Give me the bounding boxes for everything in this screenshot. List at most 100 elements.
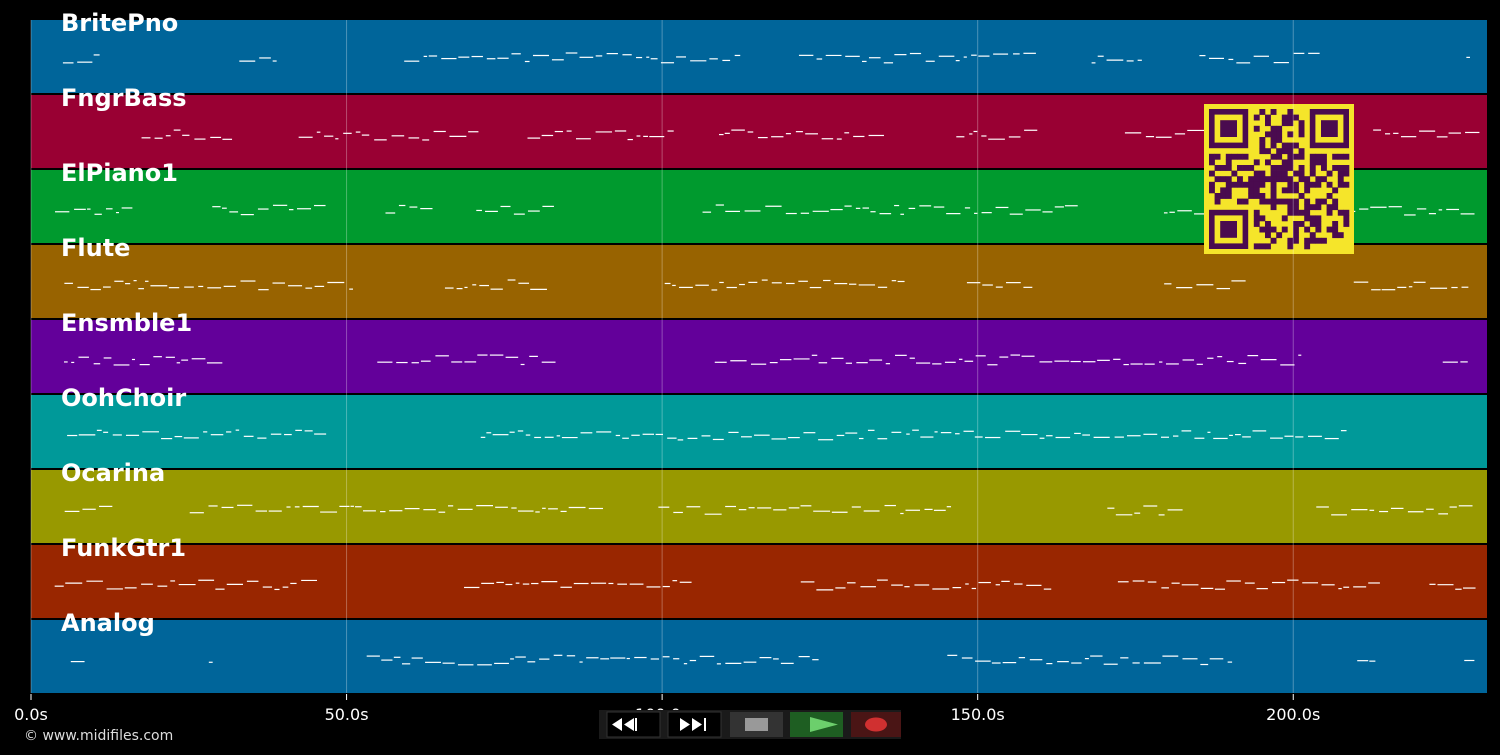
qr-module [1276, 153, 1283, 160]
qr-module [1281, 114, 1288, 121]
track-name: Flute [61, 234, 130, 262]
qr-module [1259, 243, 1266, 250]
qr-module [1237, 165, 1243, 171]
qr-module [1293, 198, 1299, 205]
qr-module [1332, 232, 1339, 239]
qr-module [1281, 142, 1288, 149]
qr-module [1315, 221, 1322, 227]
track-lane [31, 20, 1487, 93]
qr-module [1332, 204, 1339, 211]
qr-module [1287, 120, 1294, 127]
qr-module [1309, 165, 1316, 171]
qr-module [1309, 159, 1316, 166]
qr-module [1326, 204, 1333, 211]
note-decoration [141, 129, 1480, 141]
qr-module [1287, 176, 1294, 183]
note-decoration [54, 579, 1476, 591]
qr-module [1293, 187, 1299, 194]
qr-module [1287, 198, 1294, 205]
qr-module [1287, 243, 1294, 250]
qr-module [1259, 193, 1266, 199]
qr-module [1287, 187, 1294, 194]
qr-module [1209, 159, 1215, 166]
qr-module [1237, 181, 1243, 188]
note-decoration [64, 279, 1469, 291]
qr-module [1304, 187, 1311, 194]
qr-module [1270, 176, 1277, 183]
forward-button[interactable] [667, 711, 722, 738]
qr-finder [1321, 120, 1338, 137]
track-name: BritePno [61, 9, 178, 37]
qr-module [1270, 131, 1277, 138]
track-name: OohChoir [61, 384, 186, 412]
qr-module [1276, 170, 1283, 177]
qr-module [1270, 237, 1277, 244]
rewind-button[interactable] [606, 711, 661, 738]
tick-label: 150.0s [951, 705, 1005, 724]
qr-module [1326, 193, 1333, 199]
qr-module [1265, 226, 1271, 233]
qr-module [1242, 198, 1249, 205]
qr-module [1209, 181, 1215, 188]
qr-module [1237, 153, 1243, 160]
qr-module [1253, 193, 1260, 199]
qr-module [1248, 165, 1255, 171]
qr-module [1332, 153, 1339, 160]
qr-module [1270, 187, 1277, 194]
qr-module [1304, 198, 1311, 205]
qr-module [1337, 170, 1344, 177]
qr-module [1293, 142, 1299, 149]
track-name: Ocarina [61, 459, 165, 487]
record-button[interactable] [851, 712, 901, 737]
qr-module [1287, 142, 1294, 149]
qr-module [1276, 131, 1283, 138]
qr-module [1321, 198, 1327, 205]
footer-credit: © www.midifiles.com [24, 728, 173, 744]
qr-module [1309, 221, 1316, 227]
qr-module [1276, 232, 1283, 239]
qr-module [1270, 204, 1277, 211]
qr-finder [1220, 120, 1237, 137]
qr-module [1276, 125, 1283, 132]
qr-module [1253, 159, 1260, 166]
qr-module [1343, 165, 1350, 171]
qr-module [1270, 142, 1277, 149]
note-decoration [67, 429, 1347, 441]
qr-module [1259, 170, 1266, 177]
qr-module [1265, 148, 1271, 155]
track-area: BritePno FngrBass ElPiano1 Flute Ensmble1 Ooh… [31, 9, 1487, 693]
qr-module [1270, 198, 1277, 205]
qr-module [1225, 187, 1232, 194]
qr-module [1343, 221, 1350, 227]
qr-module [1293, 114, 1299, 121]
track-lane [31, 320, 1487, 393]
qr-module [1321, 165, 1327, 171]
qr-module [1326, 170, 1333, 177]
qr-module [1326, 209, 1333, 216]
qr-module [1259, 181, 1266, 188]
qr-module [1270, 170, 1277, 177]
track-name: Ensmble1 [61, 309, 192, 337]
qr-module [1321, 237, 1327, 244]
qr-module [1343, 153, 1350, 160]
tick-label: 200.0s [1266, 705, 1320, 724]
qr-module [1281, 187, 1288, 194]
qr-module [1293, 226, 1299, 233]
qr-module [1315, 198, 1322, 205]
qr-module [1287, 153, 1294, 160]
qr-module [1259, 109, 1266, 115]
qr-module [1225, 181, 1232, 188]
qr-module [1253, 114, 1260, 121]
qr-module [1253, 187, 1260, 194]
qr-module [1332, 165, 1339, 171]
stop-button[interactable] [730, 712, 783, 737]
qr-module [1281, 148, 1288, 155]
play-button[interactable] [790, 712, 843, 737]
qr-module [1332, 221, 1339, 227]
qr-module [1332, 187, 1339, 194]
qr-module [1276, 176, 1283, 183]
qr-module [1270, 193, 1277, 199]
qr-module [1276, 148, 1283, 155]
qr-module [1259, 198, 1266, 205]
